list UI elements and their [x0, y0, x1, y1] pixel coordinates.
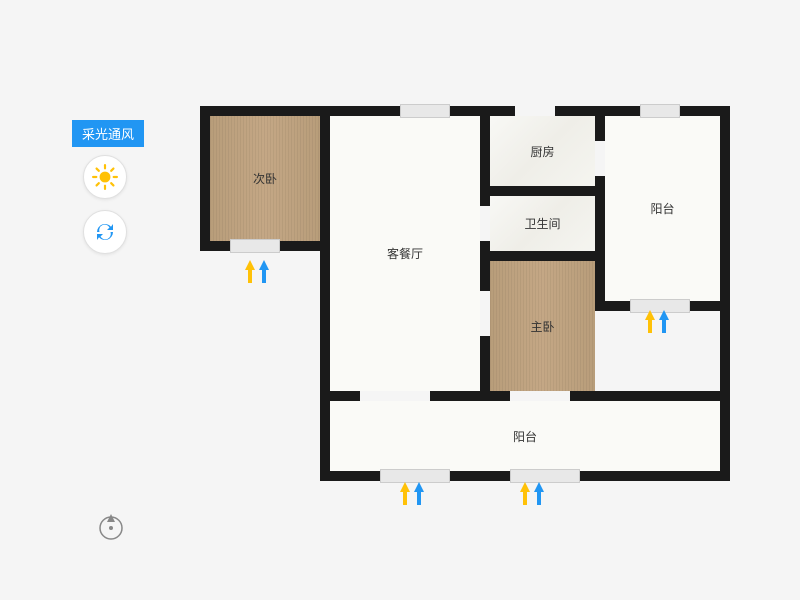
outer-wall [200, 106, 210, 251]
room-label: 主卧 [530, 318, 554, 335]
room-label: 次卧 [253, 170, 277, 187]
sunlight-arrow-icon [645, 310, 655, 334]
airflow-arrow-pair [400, 482, 424, 506]
sun-icon [92, 164, 118, 190]
outer-wall [720, 106, 730, 311]
window [380, 469, 450, 483]
refresh-icon [93, 220, 117, 244]
room-kitchen: 厨房 [490, 116, 595, 186]
outer-wall [320, 391, 330, 481]
inner-wall [490, 251, 605, 261]
compass-icon [95, 510, 127, 542]
door [360, 391, 430, 401]
inner-wall [480, 116, 490, 401]
outer-wall [320, 241, 330, 401]
sunlight-arrow-icon [245, 260, 255, 284]
room-master-bedroom: 主卧 [490, 261, 595, 391]
door [510, 391, 570, 401]
airflow-arrow-icon [659, 310, 669, 334]
floorplan: 次卧客餐厅厨房卫生间主卧阳台阳台 [200, 106, 730, 506]
room-label: 阳台 [513, 428, 537, 445]
window [400, 104, 450, 118]
room-secondary-bedroom: 次卧 [210, 116, 320, 241]
ventilation-button[interactable] [83, 210, 127, 254]
sunlight-button[interactable] [83, 155, 127, 199]
sunlight-arrow-icon [520, 482, 530, 506]
outer-wall [720, 301, 730, 481]
airflow-arrow-icon [414, 482, 424, 506]
inner-wall [490, 186, 595, 196]
window [640, 104, 680, 118]
room-balcony-bottom: 阳台 [330, 401, 720, 471]
room-label: 阳台 [650, 200, 674, 217]
room-bathroom: 卫生间 [490, 196, 595, 251]
airflow-arrow-icon [259, 260, 269, 284]
room-living-dining: 客餐厅 [330, 116, 480, 391]
window [230, 239, 280, 253]
airflow-arrow-icon [534, 482, 544, 506]
airflow-arrow-pair [520, 482, 544, 506]
airflow-arrow-pair [645, 310, 669, 334]
sunlight-arrow-icon [400, 482, 410, 506]
room-label: 厨房 [530, 143, 554, 160]
door [480, 206, 490, 241]
door [595, 141, 605, 176]
airflow-arrow-pair [245, 260, 269, 284]
room-balcony-right: 阳台 [605, 116, 720, 301]
badge-label: 采光通风 [82, 127, 134, 142]
window [510, 469, 580, 483]
room-label: 客餐厅 [387, 245, 423, 262]
inner-wall [320, 116, 330, 251]
door [515, 106, 555, 116]
room-label: 卫生间 [524, 215, 560, 232]
door [480, 291, 490, 336]
lighting-ventilation-badge: 采光通风 [72, 120, 144, 147]
